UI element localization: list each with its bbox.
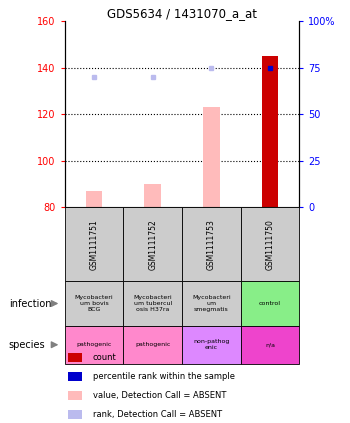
Text: pathogenic: pathogenic	[135, 342, 170, 347]
Text: Mycobacteri
um bovis
BCG: Mycobacteri um bovis BCG	[75, 295, 113, 312]
Text: pathogenic: pathogenic	[76, 342, 112, 347]
Title: GDS5634 / 1431070_a_at: GDS5634 / 1431070_a_at	[107, 7, 257, 20]
Text: percentile rank within the sample: percentile rank within the sample	[93, 372, 235, 381]
Text: GSM1111753: GSM1111753	[207, 219, 216, 270]
Text: rank, Detection Call = ABSENT: rank, Detection Call = ABSENT	[93, 410, 222, 419]
Bar	[203, 107, 219, 207]
Text: non-pathog
enic: non-pathog enic	[193, 339, 230, 350]
Text: infection: infection	[9, 299, 51, 308]
Text: Mycobacteri
um
smegmatis: Mycobacteri um smegmatis	[192, 295, 231, 312]
Text: control: control	[259, 301, 281, 306]
Text: n/a: n/a	[265, 342, 275, 347]
Text: species: species	[9, 340, 46, 350]
Text: value, Detection Call = ABSENT: value, Detection Call = ABSENT	[93, 391, 226, 400]
Text: GSM1111750: GSM1111750	[265, 219, 274, 270]
Text: GSM1111751: GSM1111751	[90, 219, 99, 269]
Bar	[262, 56, 278, 207]
Text: GSM1111752: GSM1111752	[148, 219, 157, 269]
Bar	[86, 191, 102, 207]
Bar	[145, 184, 161, 207]
Text: Mycobacteri
um tubercul
osis H37ra: Mycobacteri um tubercul osis H37ra	[133, 295, 172, 312]
Text: count: count	[93, 353, 117, 362]
